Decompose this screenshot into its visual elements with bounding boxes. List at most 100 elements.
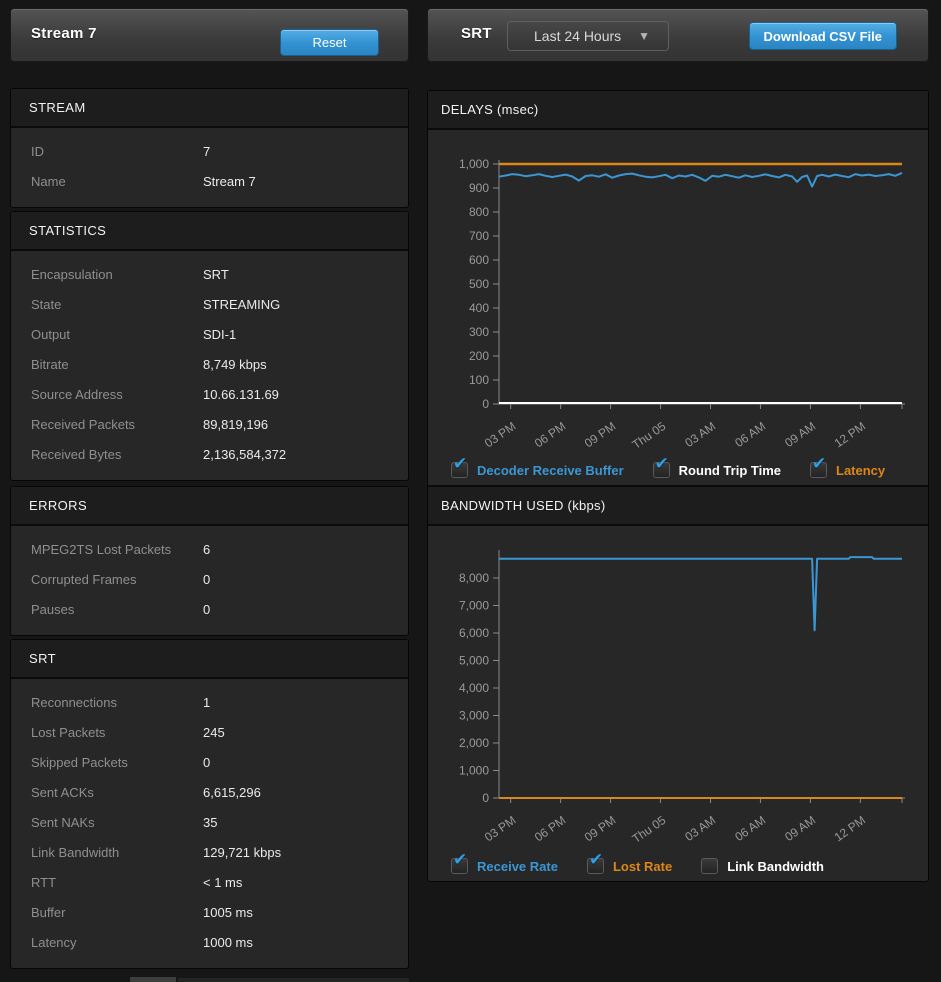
svg-text:800: 800 xyxy=(469,205,489,219)
stat-row-output: OutputSDI-1 xyxy=(11,320,408,350)
stat-label: Received Packets xyxy=(31,410,203,440)
stat-row-received-packets: Received Packets89,819,196 xyxy=(11,410,408,440)
lost-rate-checkbox[interactable]: ✔ xyxy=(587,858,604,874)
round-trip-time-checkbox[interactable]: ✔ xyxy=(653,462,670,478)
svg-text:03 AM: 03 AM xyxy=(682,813,718,844)
link-bandwidth-checkbox[interactable] xyxy=(701,858,718,874)
stat-row-bitrate: Bitrate8,749 kbps xyxy=(11,350,408,380)
stream-header-panel: Stream 7 Reset xyxy=(10,8,409,62)
svg-text:100: 100 xyxy=(469,373,489,387)
charts-panel: DELAYS (msec) 01002003004005006007008009… xyxy=(427,90,929,882)
section-body: ID7 NameStream 7 xyxy=(11,128,408,207)
receive-rate-checkbox[interactable]: ✔ xyxy=(451,858,468,874)
partial-next-section-header xyxy=(178,978,409,982)
legend-item-link-bandwidth[interactable]: Link Bandwidth xyxy=(701,858,824,874)
stat-row-lost-packets: Lost Packets245 xyxy=(11,718,408,748)
legend-item-latency[interactable]: ✔ Latency xyxy=(810,462,885,478)
stat-row-received-bytes: Received Bytes2,136,584,372 xyxy=(11,440,408,470)
stat-label: Corrupted Frames xyxy=(31,565,203,595)
legend-label[interactable]: Receive Rate xyxy=(477,859,558,874)
legend-item-decoder-receive-buffer[interactable]: ✔ Decoder Receive Buffer xyxy=(451,462,624,478)
stat-row-pauses: Pauses0 xyxy=(11,595,408,625)
checkmark-icon: ✔ xyxy=(655,455,669,472)
legend-label[interactable]: Latency xyxy=(836,463,885,478)
stat-value: < 1 ms xyxy=(203,875,242,890)
stat-value: 1005 ms xyxy=(203,905,253,920)
stat-row-encapsulation: EncapsulationSRT xyxy=(11,260,408,290)
time-range-selected-value: Last 24 Hours xyxy=(534,28,621,44)
section-srt: SRTReconnections1Lost Packets245Skipped … xyxy=(10,639,409,969)
stat-value: 35 xyxy=(203,815,217,830)
stat-label: MPEG2TS Lost Packets xyxy=(31,535,203,565)
bandwidth-chart-legend: ✔ Receive Rate ✔ Lost Rate Link Bandwidth xyxy=(428,851,928,881)
decoder-receive-buffer-checkbox[interactable]: ✔ xyxy=(451,462,468,478)
stat-label: Sent ACKs xyxy=(31,778,203,808)
svg-text:0: 0 xyxy=(482,397,489,411)
stat-value: 7 xyxy=(203,144,210,159)
reset-button[interactable]: Reset xyxy=(280,29,379,56)
stream-title: Stream 7 xyxy=(31,25,97,42)
stat-label: Pauses xyxy=(31,595,203,625)
stat-value: SRT xyxy=(203,267,229,282)
svg-text:12 PM: 12 PM xyxy=(832,419,868,450)
svg-text:03 PM: 03 PM xyxy=(482,813,518,844)
section-errors: ERRORSMPEG2TS Lost Packets6Corrupted Fra… xyxy=(10,486,409,636)
svg-text:8,000: 8,000 xyxy=(459,571,489,585)
stat-label: Bitrate xyxy=(31,350,203,380)
section-stream: STREAM ID7 NameStream 7 xyxy=(10,88,409,208)
latency-checkbox[interactable]: ✔ xyxy=(810,462,827,478)
svg-text:03 PM: 03 PM xyxy=(482,419,518,450)
section-title-stream: STREAM xyxy=(11,89,408,128)
svg-text:6,000: 6,000 xyxy=(459,626,489,640)
stat-label: Received Bytes xyxy=(31,440,203,470)
svg-text:06 PM: 06 PM xyxy=(532,813,568,844)
stat-label: Sent NAKs xyxy=(31,808,203,838)
legend-label[interactable]: Round Trip Time xyxy=(679,463,781,478)
svg-text:1,000: 1,000 xyxy=(459,157,489,171)
legend-label[interactable]: Link Bandwidth xyxy=(727,859,824,874)
svg-text:500: 500 xyxy=(469,277,489,291)
legend-item-receive-rate[interactable]: ✔ Receive Rate xyxy=(451,858,558,874)
stat-row-name: NameStream 7 xyxy=(11,167,408,197)
svg-text:03 AM: 03 AM xyxy=(682,419,718,450)
legend-item-lost-rate[interactable]: ✔ Lost Rate xyxy=(587,858,672,874)
svg-text:0: 0 xyxy=(482,791,489,805)
svg-text:700: 700 xyxy=(469,229,489,243)
stat-value: 89,819,196 xyxy=(203,417,268,432)
svg-text:200: 200 xyxy=(469,349,489,363)
stat-row-sent-acks: Sent ACKs6,615,296 xyxy=(11,778,408,808)
stat-value: 6 xyxy=(203,542,210,557)
legend-item-round-trip-time[interactable]: ✔ Round Trip Time xyxy=(653,462,781,478)
time-range-select[interactable]: Last 24 Hours ▼ xyxy=(507,21,669,51)
svg-text:09 AM: 09 AM xyxy=(782,419,818,450)
stat-row-link-bandwidth: Link Bandwidth129,721 kbps xyxy=(11,838,408,868)
svg-text:900: 900 xyxy=(469,181,489,195)
stat-row-skipped-packets: Skipped Packets0 xyxy=(11,748,408,778)
svg-text:600: 600 xyxy=(469,253,489,267)
stat-label: Skipped Packets xyxy=(31,748,203,778)
legend-label[interactable]: Decoder Receive Buffer xyxy=(477,463,624,478)
stat-label: Latency xyxy=(31,928,203,958)
stat-value: 0 xyxy=(203,572,210,587)
legend-label[interactable]: Lost Rate xyxy=(613,859,672,874)
svg-text:Thu 05: Thu 05 xyxy=(630,813,669,846)
delays-chart-legend: ✔Decoder Receive Buffer✔Round Trip Time✔… xyxy=(428,455,928,485)
stat-row-rtt: RTT< 1 ms xyxy=(11,868,408,898)
stat-label: Name xyxy=(31,167,203,197)
delays-chart-title: DELAYS (msec) xyxy=(428,91,928,130)
stat-label: Lost Packets xyxy=(31,718,203,748)
svg-text:4,000: 4,000 xyxy=(459,681,489,695)
stat-value: 1 xyxy=(203,695,210,710)
download-csv-button[interactable]: Download CSV File xyxy=(749,22,897,50)
section-title-statistics: STATISTICS xyxy=(11,212,408,251)
stat-value: STREAMING xyxy=(203,297,280,312)
svg-text:Thu 05: Thu 05 xyxy=(630,419,669,452)
stat-value: 0 xyxy=(203,755,210,770)
stat-label: ID xyxy=(31,137,203,167)
stat-label: Link Bandwidth xyxy=(31,838,203,868)
stat-label: Output xyxy=(31,320,203,350)
section-body: MPEG2TS Lost Packets6Corrupted Frames0Pa… xyxy=(11,526,408,635)
svg-text:1,000: 1,000 xyxy=(459,764,489,778)
checkmark-icon: ✔ xyxy=(453,455,467,472)
delays-chart: 01002003004005006007008009001,00003 PM06… xyxy=(428,130,928,455)
